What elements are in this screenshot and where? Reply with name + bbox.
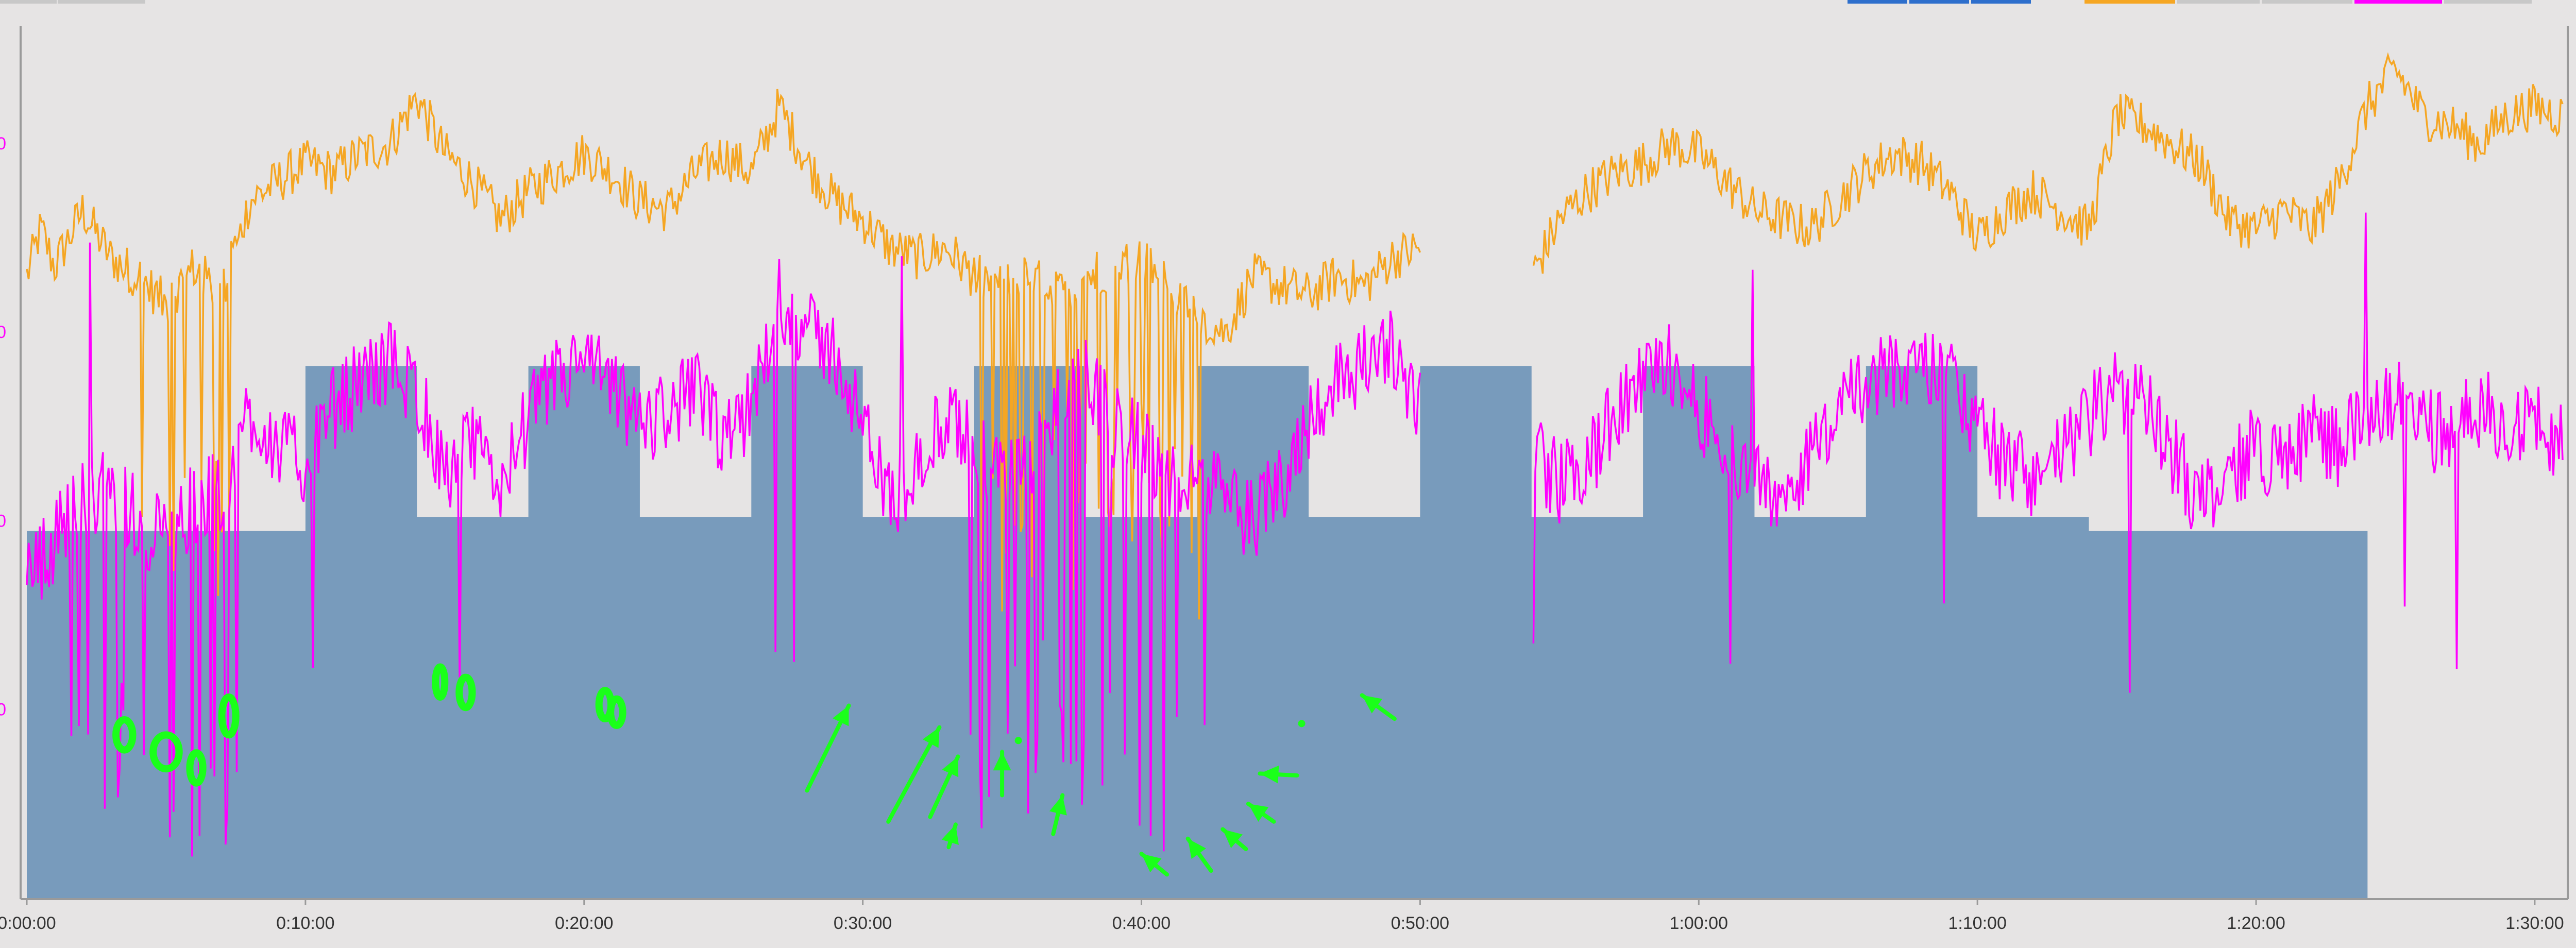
left-y-tick-label: 0 [0,134,6,154]
annotation-dot [1298,720,1306,727]
annotation-arrow-head [1223,829,1243,849]
annotation-arrow-head [1362,695,1383,714]
toolbar-segment[interactable] [2444,0,2532,4]
annotation-layer [112,663,1397,877]
annotation-ellipse [112,716,137,754]
toolbar-segment[interactable] [2084,0,2175,4]
annotation-arrow-head [942,756,959,777]
toolbar-segment[interactable] [58,0,145,4]
toolbar-segment[interactable] [1971,0,2031,4]
x-tick-label: 0:00:00 [0,913,56,933]
x-tick-label: 1:10:00 [1948,913,2006,933]
annotation-ellipse [186,749,207,787]
toolbar-segment[interactable] [2177,0,2260,4]
x-tick-label: 1:20:00 [2227,913,2285,933]
x-tick-label: 0:20:00 [555,913,613,933]
left-y-tick-label: 0 [0,323,6,342]
annotation-arrow-head [1141,854,1162,873]
x-tick-label: 1:30:00 [2505,913,2564,933]
target-power-area-layer [27,366,2368,900]
annotation-dot [1014,737,1022,744]
x-tick-label: 0:30:00 [834,913,892,933]
annotation-arrow-head [941,824,959,845]
annotation-arrow-head [1248,804,1269,822]
toolbar-segment[interactable] [1909,0,1969,4]
power-line [26,212,2564,857]
annotation-ellipse [218,693,240,739]
toolbar-segment[interactable] [2262,0,2352,4]
x-tick-label: 0:50:00 [1391,913,1449,933]
toolbar-segment[interactable] [1848,0,1907,4]
annotation-ellipse [432,663,449,701]
x-tick-label: 1:00:00 [1670,913,1728,933]
annotation-ellipse [607,695,626,729]
annotation-arrow-head [993,752,1011,771]
annotation-arrow-head [833,705,849,726]
annotation-arrow-head [922,727,940,748]
left-y-tick-label: 0 [0,700,6,720]
toolbar-segment[interactable] [0,0,57,4]
annotation-arrow-head [1188,838,1206,859]
x-tick-label: 0:10:00 [276,913,334,933]
annotation-ellipse [455,673,476,712]
target-power-area [27,366,2368,900]
tick-labels-layer: 0:00:00 0:10:00 0:20:00 0:30:00 0:40:00 0:50:… [0,134,2564,933]
toolbar-segment[interactable] [2354,0,2442,4]
axes-layer [20,26,2569,905]
data-lines-layer [26,52,2564,857]
annotation-ellipse [149,731,183,773]
annotation-arrow-head [1260,765,1279,784]
annotation-arrow-head [1049,795,1067,816]
heart-rate-line [26,52,2564,620]
x-tick-label: 0:40:00 [1112,913,1171,933]
left-y-tick-label: 0 [0,511,6,531]
